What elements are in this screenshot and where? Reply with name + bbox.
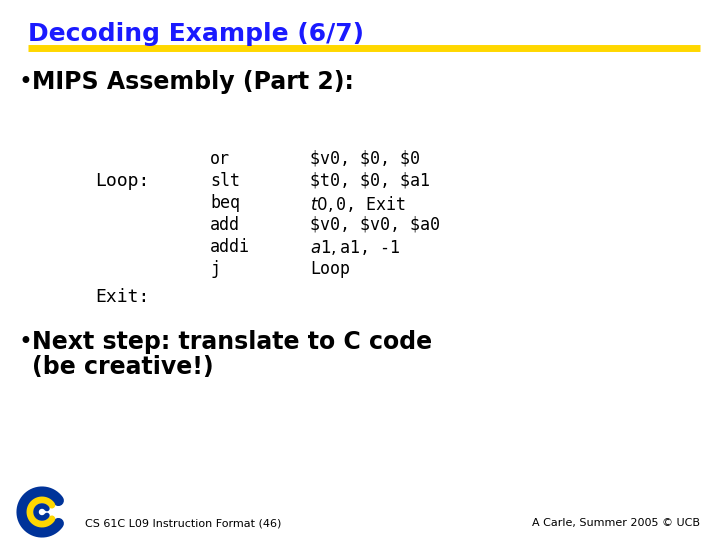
Text: $a1, $a1, -1: $a1, $a1, -1	[310, 238, 400, 257]
Text: Loop:: Loop:	[95, 172, 149, 190]
Text: •: •	[18, 330, 32, 354]
Text: add: add	[210, 216, 240, 234]
Text: $t0, $0, Exit: $t0, $0, Exit	[310, 194, 406, 214]
Text: (be creative!): (be creative!)	[32, 355, 214, 379]
Text: A Carle, Summer 2005 © UCB: A Carle, Summer 2005 © UCB	[532, 518, 700, 528]
Text: Decoding Example (6/7): Decoding Example (6/7)	[28, 22, 364, 46]
Text: •: •	[18, 70, 32, 94]
Text: slt: slt	[210, 172, 240, 190]
Text: or: or	[210, 150, 230, 168]
Text: $v0, $0, $0: $v0, $0, $0	[310, 150, 420, 168]
Text: Next step: translate to C code: Next step: translate to C code	[32, 330, 432, 354]
Text: $t0, $0, $a1: $t0, $0, $a1	[310, 172, 430, 190]
Text: Loop: Loop	[310, 260, 350, 278]
Text: $v0, $v0, $a0: $v0, $v0, $a0	[310, 216, 440, 234]
Text: addi: addi	[210, 238, 250, 256]
Text: beq: beq	[210, 194, 240, 212]
Text: MIPS Assembly (Part 2):: MIPS Assembly (Part 2):	[32, 70, 354, 94]
Text: j: j	[210, 260, 220, 278]
Text: CS 61C L09 Instruction Format (46): CS 61C L09 Instruction Format (46)	[85, 518, 282, 528]
Text: Exit:: Exit:	[95, 288, 149, 306]
